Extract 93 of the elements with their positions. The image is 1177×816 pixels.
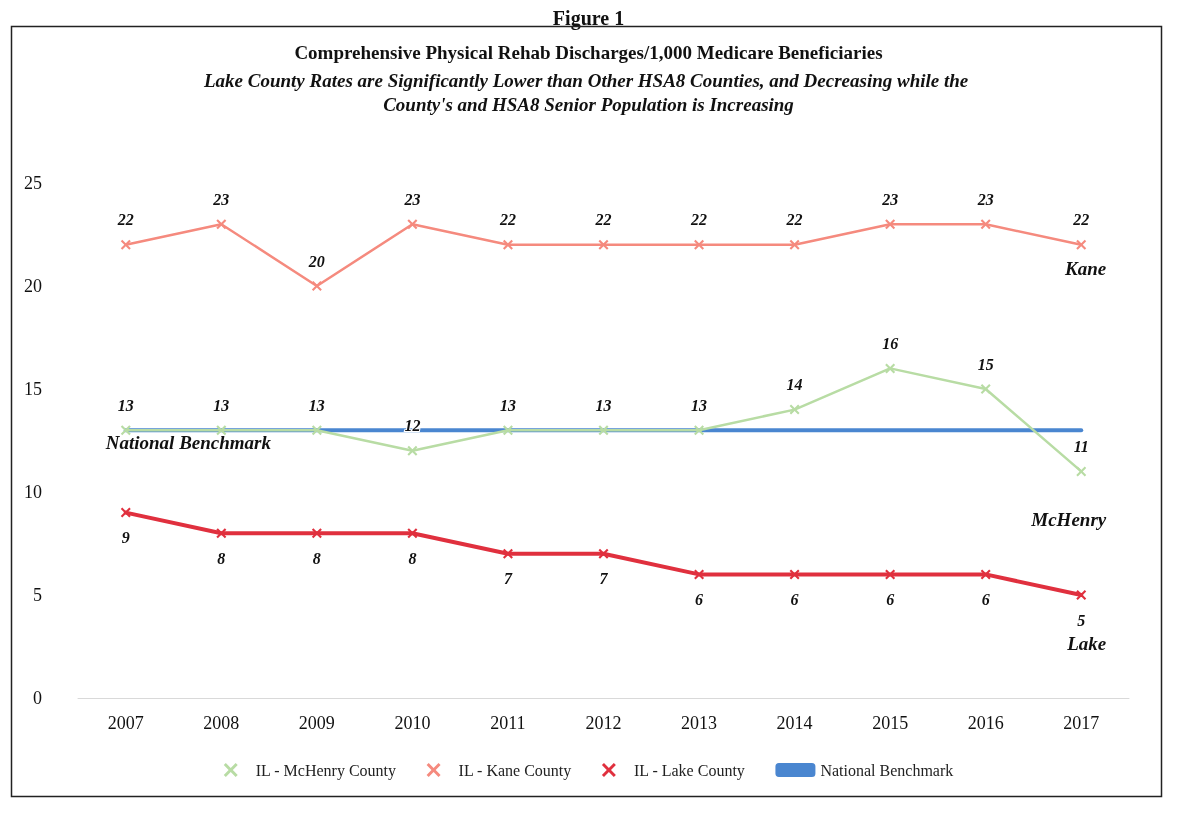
data-label: 8	[408, 549, 417, 567]
point	[502, 548, 513, 559]
data-label: 7	[503, 570, 513, 588]
data-label: 6	[695, 590, 704, 608]
point	[980, 384, 991, 394]
data-label: 13	[595, 396, 612, 414]
point	[120, 507, 131, 518]
chart-title: Comprehensive Physical Rehab Discharges/1,000 Medicare Beneficiaries	[294, 42, 883, 63]
data-label: 6	[886, 590, 895, 608]
annotation: National Benchmark	[104, 431, 272, 453]
point	[311, 281, 322, 291]
x-tick-label: 2016	[967, 713, 1004, 733]
caption: Figure 1	[552, 7, 625, 30]
data-label: 13	[117, 396, 134, 414]
x-tick-label: 2014	[776, 713, 813, 733]
data-label: 6	[790, 590, 799, 608]
annotation: Lake	[1066, 632, 1107, 654]
x-tick-label: 2012	[585, 713, 622, 733]
point	[311, 425, 322, 436]
y-tick-label: 0	[33, 688, 42, 708]
point	[502, 425, 513, 436]
data-label: 5	[1077, 611, 1086, 629]
data-label: 13	[691, 396, 708, 414]
y-tick-label: 25	[24, 173, 42, 193]
point	[1076, 590, 1087, 600]
point	[885, 569, 896, 580]
data-label: 22	[1072, 211, 1090, 229]
annotation: McHenry	[1030, 508, 1107, 530]
data-label: 23	[212, 190, 230, 208]
point	[598, 425, 609, 436]
point	[216, 425, 227, 436]
point	[885, 219, 896, 230]
point	[502, 239, 513, 250]
y-tick-label: 5	[33, 585, 42, 605]
chart-subtitle: Lake County Rates are Significantly Lower than Other HSA8 Counties, and Decreasing while the County's and HSA8 Senior Population is Increasing	[202, 69, 974, 115]
point	[885, 363, 896, 374]
data-label: 13	[308, 396, 325, 414]
data-label: 22	[498, 211, 516, 229]
point	[311, 528, 322, 539]
x-tick-label: 2013	[681, 713, 718, 733]
data-label: 22	[116, 211, 134, 229]
point	[694, 425, 705, 436]
x-tick-label: 2007	[107, 713, 144, 733]
point	[216, 528, 227, 539]
annotation: Kane	[1064, 258, 1107, 280]
point	[120, 425, 131, 436]
data-label: 20	[307, 252, 325, 270]
x-tick-label: 2008	[203, 713, 240, 733]
point	[789, 404, 800, 415]
point	[1076, 239, 1087, 250]
legend-label: IL - Kane County	[458, 761, 572, 780]
point	[789, 239, 800, 250]
legend-label: IL - Lake County	[633, 761, 745, 780]
data-label: 11	[1073, 437, 1089, 455]
legend-label: National Benchmark	[820, 761, 954, 779]
data-label: 8	[312, 549, 321, 567]
point	[407, 219, 418, 230]
point	[407, 528, 418, 539]
point	[598, 239, 609, 250]
data-label: 13	[499, 396, 516, 414]
data-label: 16	[882, 334, 899, 352]
point	[980, 569, 991, 580]
point	[120, 239, 131, 250]
data-label: 14	[786, 376, 803, 394]
x-tick-label: 2017	[1063, 713, 1100, 733]
data-label: 15	[977, 355, 994, 373]
data-label: 9	[121, 529, 130, 547]
x-tick-label: 2010	[394, 713, 431, 733]
y-tick-label: 20	[24, 276, 42, 296]
point	[1076, 466, 1087, 477]
point	[598, 548, 609, 559]
point	[407, 445, 418, 456]
x-tick-label: 2009	[298, 713, 335, 733]
data-label: 22	[785, 211, 803, 229]
point	[789, 569, 800, 580]
data-label: 6	[981, 590, 990, 608]
data-label: 7	[599, 570, 609, 588]
y-tick-label: 10	[24, 482, 42, 502]
data-label: 23	[976, 190, 994, 208]
point	[980, 219, 991, 230]
data-label: 8	[217, 549, 226, 567]
y-tick-label: 15	[24, 379, 42, 399]
point	[216, 219, 227, 230]
legend-label: IL - McHenry County	[255, 761, 396, 780]
data-label: 23	[403, 190, 421, 208]
data-label: 13	[213, 396, 230, 414]
x-tick-label: 2011	[490, 713, 526, 733]
x-tick-label: 2015	[872, 713, 909, 733]
data-label: 23	[881, 190, 899, 208]
point	[694, 239, 705, 250]
data-label: 22	[690, 211, 708, 229]
point	[694, 569, 705, 580]
data-label: 22	[594, 211, 612, 229]
